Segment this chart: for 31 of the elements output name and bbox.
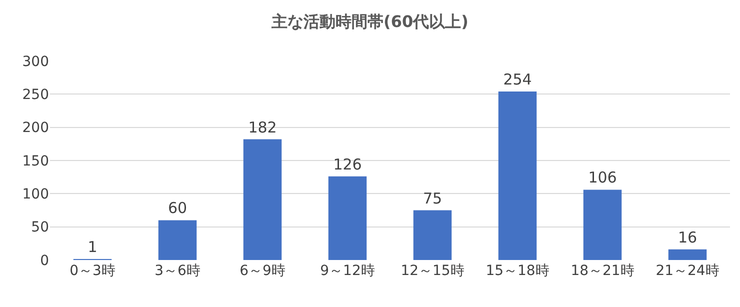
bar xyxy=(158,220,197,260)
data-label: 182 xyxy=(248,118,277,136)
data-label: 16 xyxy=(678,228,698,246)
data-label: 254 xyxy=(503,70,532,89)
y-tick-label: 150 xyxy=(22,153,49,170)
x-tick-label: 12～15時 xyxy=(400,263,464,279)
y-tick-label: 250 xyxy=(22,87,49,104)
bar xyxy=(328,176,367,260)
x-tick-label: 3～6時 xyxy=(154,263,200,279)
y-tick-label: 0 xyxy=(40,252,49,269)
x-tick-label: 6～9時 xyxy=(240,263,286,279)
chart-title: 主な活動時間帯(60代以上) xyxy=(270,12,468,32)
x-tick-label: 21～24時 xyxy=(656,263,720,279)
bar xyxy=(413,210,452,260)
y-tick-label: 50 xyxy=(31,220,49,236)
data-label: 60 xyxy=(168,199,188,218)
x-tick-label: 0～3時 xyxy=(70,263,116,279)
bar xyxy=(583,190,622,260)
data-label: 106 xyxy=(588,168,617,187)
data-label: 126 xyxy=(333,155,362,174)
bar xyxy=(498,92,537,260)
data-label: 75 xyxy=(422,189,442,208)
bar xyxy=(243,139,282,260)
x-tick-label: 15～18時 xyxy=(486,263,550,279)
y-tick-label: 300 xyxy=(22,54,49,70)
x-tick-label: 18～21時 xyxy=(570,263,634,279)
data-label: 1 xyxy=(88,238,98,256)
y-tick-label: 100 xyxy=(22,186,49,203)
bar xyxy=(668,249,707,260)
x-tick-label: 9～12時 xyxy=(320,263,375,279)
y-tick-label: 200 xyxy=(22,120,49,136)
